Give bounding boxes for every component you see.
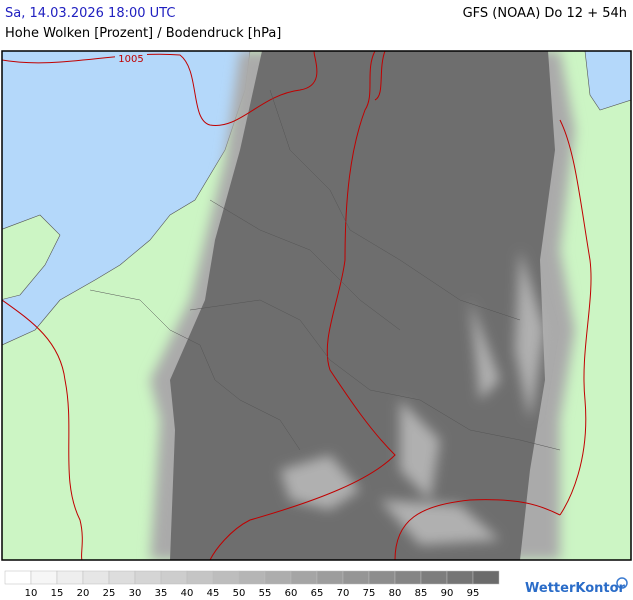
legend-label: 10 <box>25 588 38 599</box>
legend-label: 85 <box>415 588 428 599</box>
legend-swatch <box>342 570 370 585</box>
legend-label: 50 <box>233 588 246 599</box>
datetime: Sa, 14.03.2026 18:00 UTC <box>5 6 176 21</box>
england <box>2 214 61 300</box>
borders <box>89 89 561 451</box>
legend-label: 75 <box>363 588 376 599</box>
legend-swatch <box>316 570 344 585</box>
legend-swatch <box>160 570 188 585</box>
legend-swatch <box>30 570 58 585</box>
cloud-gaps <box>280 250 545 545</box>
legend-swatch <box>212 570 240 585</box>
map-frame <box>1 50 632 561</box>
legend-label: 30 <box>129 588 142 599</box>
brand: WetterKontor <box>525 581 626 596</box>
legend-swatch <box>186 570 214 585</box>
legend-label: 95 <box>467 588 480 599</box>
legend-label: 65 <box>311 588 324 599</box>
isobar-label: 1005 <box>118 54 143 65</box>
legend-swatch <box>264 570 292 585</box>
brand-logo: WetterKontor <box>525 577 628 596</box>
legend: 10 15 20 25 30 35 40 45 50 55 60 65 70 75 80 85 90 95 <box>4 570 500 599</box>
isobar-label-bg <box>115 53 147 64</box>
legend-swatch <box>290 570 318 585</box>
legend-label: 70 <box>337 588 350 599</box>
legend-swatch <box>238 570 266 585</box>
legend-label: 45 <box>207 588 220 599</box>
legend-label: 90 <box>441 588 454 599</box>
subtitle: Hohe Wolken [Prozent] / Bodendruck [hPa] <box>5 26 282 41</box>
model-run: GFS (NOAA) Do 12 + 54h <box>462 6 627 21</box>
cloud-band <box>170 51 555 560</box>
legend-swatch <box>472 570 500 585</box>
legend-label: 55 <box>259 588 272 599</box>
isobars <box>2 51 592 560</box>
legend-label: 80 <box>389 588 402 599</box>
legend-swatch <box>108 570 136 585</box>
legend-label: 40 <box>181 588 194 599</box>
legend-label: 15 <box>51 588 64 599</box>
legend-swatch <box>446 570 474 585</box>
legend-swatch <box>134 570 162 585</box>
legend-label: 20 <box>77 588 90 599</box>
legend-swatch <box>368 570 396 585</box>
legend-swatch <box>4 570 32 585</box>
legend-label: 60 <box>285 588 298 599</box>
legend-swatch <box>394 570 422 585</box>
legend-swatch <box>82 570 110 585</box>
legend-label: 25 <box>103 588 116 599</box>
legend-label: 35 <box>155 588 168 599</box>
legend-swatch <box>420 570 448 585</box>
legend-swatch <box>56 570 84 585</box>
baltic-sea <box>584 51 631 111</box>
map-area: 1005 <box>2 51 631 560</box>
